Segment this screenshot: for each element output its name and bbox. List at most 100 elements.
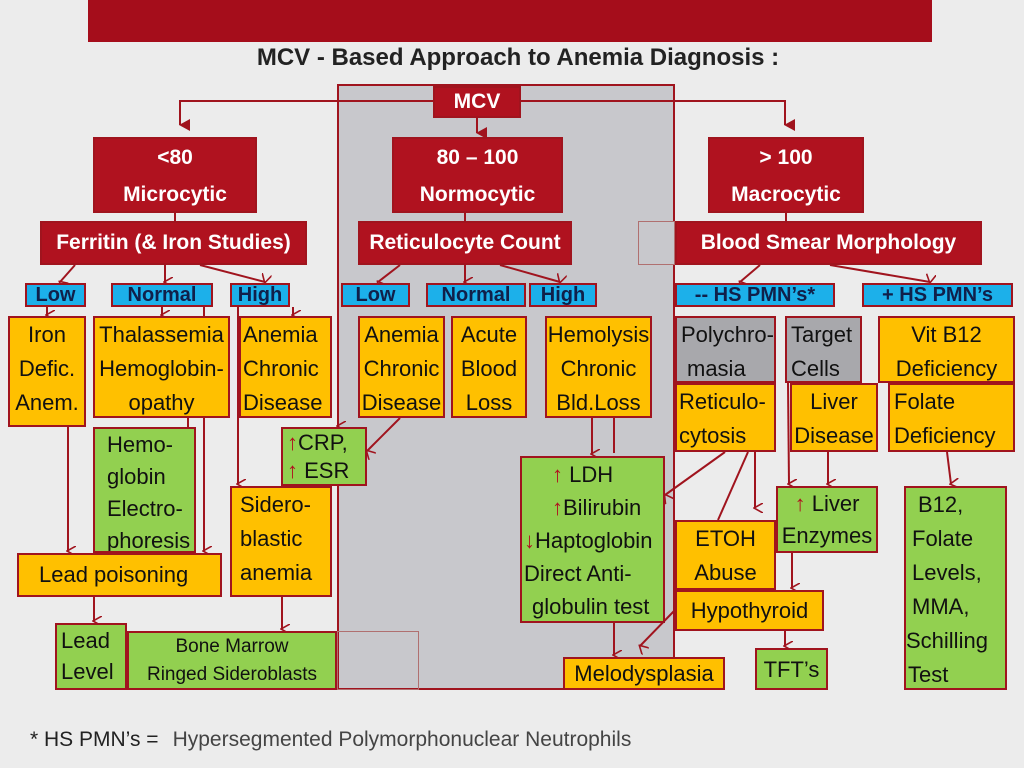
hemolysis-node: Hemolysis Chronic Bld.Loss — [545, 316, 652, 418]
node-line: Schilling — [906, 628, 988, 653]
anemia-chronic-disease-node: Anemia Chronic Disease — [358, 316, 445, 418]
blood-smear-test-node: Blood Smear Morphology — [675, 221, 982, 265]
level-hs-pmn: + HS PMN’s — [862, 283, 1013, 307]
node-line: Disease — [243, 390, 323, 415]
node-line: Chronic — [243, 356, 319, 381]
range-label: 80 – 100 — [436, 146, 519, 169]
mcv-root-node: MCV — [433, 86, 521, 118]
level-no-hs-pmn: -- HS PMN’s* — [675, 283, 835, 307]
decorative-square — [638, 221, 675, 265]
macrocytic-node: > 100 Macrocytic — [708, 137, 864, 213]
node-line: Abuse — [694, 560, 757, 585]
node-line: Electro- — [107, 496, 183, 521]
node-line: Folate — [912, 526, 974, 551]
range-label: <80 — [157, 146, 193, 169]
target-cells-node: Target Cells — [785, 316, 862, 383]
node-line: blastic — [240, 526, 303, 551]
bone-marrow-node: Bone Marrow Ringed Sideroblasts — [127, 631, 337, 690]
node-line: Iron — [28, 322, 66, 347]
folate-deficiency-node: Folate Deficiency — [888, 383, 1015, 452]
node-line: LDH — [569, 462, 614, 487]
acute-blood-loss-node: Acute Blood Loss — [451, 316, 527, 418]
category-label: Microcytic — [123, 183, 227, 206]
crp-esr-node: ↑CRP, ↑ ESR — [281, 427, 367, 486]
node-line: Bld.Loss — [556, 390, 641, 415]
node-line: Acute — [460, 322, 518, 347]
node-line: anemia — [240, 560, 313, 585]
node-line: CRP, — [298, 430, 348, 455]
node-line: Bilirubin — [563, 495, 642, 520]
node-line: Liver — [811, 491, 860, 516]
node-line: ESR — [304, 458, 350, 483]
category-label: Normocytic — [419, 183, 536, 206]
lead-level-node: Lead Level — [55, 623, 127, 690]
liver-enzymes-node: ↑ Liver Enzymes — [776, 486, 878, 553]
level-high: High — [230, 283, 290, 307]
node-line: Hemo- — [107, 432, 174, 457]
ferritin-test-node: Ferritin (& Iron Studies) — [40, 221, 307, 265]
node-line: Blood — [460, 356, 518, 381]
node-line: Anem. — [15, 390, 79, 415]
node-line: Disease — [361, 390, 442, 415]
etoh-abuse-node: ETOH Abuse — [675, 520, 776, 590]
liver-disease-node: Liver Disease — [790, 383, 878, 452]
node-line: globin — [107, 464, 166, 489]
node-line: ETOH — [695, 526, 756, 551]
reticulocyte-test-node: Reticulocyte Count — [358, 221, 572, 265]
hemolysis-tests-node: ↑ LDH ↑Bilirubin ↓Haptoglobin Direct Ant… — [520, 456, 665, 623]
node-line: Levels, — [912, 560, 982, 585]
polychromasia-node: Polychro-masia — [675, 316, 776, 383]
node-line: globulin test — [532, 594, 650, 619]
node-line: cytosis — [679, 423, 747, 448]
node-line: Folate — [894, 389, 956, 414]
node-line: Defic. — [18, 356, 76, 381]
decorative-square — [337, 631, 419, 690]
footnote-key: * HS PMN’s = — [30, 728, 159, 751]
level-low: Low — [341, 283, 410, 307]
node-line: Test — [908, 662, 949, 687]
level-high: High — [529, 283, 597, 307]
node-line: Anemia — [364, 322, 439, 347]
page-title: MCV - Based Approach to Anemia Diagnosis… — [256, 44, 780, 71]
node-line: Haptoglobin — [535, 528, 653, 553]
node-line: Cells — [791, 356, 840, 381]
decrease-arrow-icon: ↓ — [524, 528, 535, 553]
level-normal: Normal — [426, 283, 526, 307]
node-line: Lead — [61, 628, 110, 653]
reticulocytosis-node: Reticulo-cytosis — [675, 383, 776, 452]
anemia-chronic-disease-node: Anemia Chronic Disease — [239, 316, 332, 418]
node-line: Anemia — [243, 322, 318, 347]
node-line: Deficiency — [894, 423, 996, 448]
node-line: Chronic — [363, 356, 440, 381]
node-line: MMA, — [912, 594, 970, 619]
top-banner — [88, 0, 932, 42]
microcytic-node: <80 Microcytic — [93, 137, 257, 213]
category-label: Macrocytic — [731, 183, 841, 206]
node-line: Chronic — [560, 356, 637, 381]
node-line: Vit B12 — [911, 322, 982, 347]
node-line: Direct Anti- — [524, 561, 632, 586]
increase-arrow-icon: ↑ — [552, 495, 563, 520]
increase-arrow-icon: ↑ — [794, 491, 806, 516]
lead-poisoning-node: Lead poisoning — [17, 553, 222, 597]
range-label: > 100 — [759, 146, 813, 169]
node-line: Bone Marrow — [175, 636, 289, 657]
sideroblastic-anemia-node: Sidero-blastic anemia — [230, 486, 332, 597]
level-normal: Normal — [111, 283, 213, 307]
node-line: B12, — [918, 492, 964, 517]
hemoglobin-electrophoresis-node: Hemo-globin Electro-phoresis — [93, 427, 196, 553]
node-line: Hemolysis — [547, 322, 650, 347]
node-line: Disease — [794, 423, 874, 448]
level-low: Low — [25, 283, 86, 307]
increase-arrow-icon: ↑ — [552, 462, 563, 487]
node-line: Polychro- — [681, 322, 774, 347]
iron-deficiency-node: Iron Defic. Anem. — [8, 316, 86, 427]
node-line: Liver — [810, 389, 858, 414]
node-line: Deficiency — [895, 356, 998, 381]
footnote-value: Hypersegmented Polymorphonuclear Neutrop… — [172, 728, 632, 751]
node-line: Sidero- — [240, 492, 311, 517]
increase-arrow-icon: ↑ — [287, 458, 298, 483]
footnote: * HS PMN’s = Hypersegmented Polymorphonuc… — [30, 728, 631, 752]
thalassemia-node: Thalassemia Hemoglobin-opathy — [93, 316, 230, 418]
